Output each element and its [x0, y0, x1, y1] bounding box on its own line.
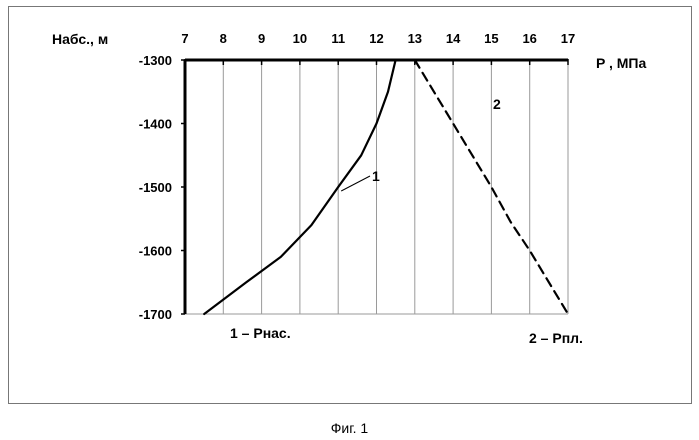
x-tick-label: 11	[331, 31, 345, 46]
x-tick-label: 15	[484, 31, 498, 46]
y-tick-label: -1300	[139, 53, 172, 68]
y-axis-title: Набс., м	[52, 31, 108, 47]
series-1-label: 1	[372, 168, 380, 184]
y-tick-label: -1500	[139, 180, 172, 195]
x-tick-label: 10	[293, 31, 307, 46]
x-tick-label: 9	[258, 31, 265, 46]
x-tick-label: 12	[369, 31, 383, 46]
x-axis-title: P , МПа	[596, 55, 646, 71]
x-tick-label: 16	[522, 31, 536, 46]
depth-pressure-chart: 7891011121314151617 -1300-1400-1500-1600…	[0, 0, 699, 410]
y-tick-label: -1400	[139, 117, 172, 132]
x-tick-labels: 7 8 9 10 11 12 13 14 15 16 17	[181, 31, 575, 46]
y-tick-label: -1600	[139, 244, 172, 259]
y-tick-label: -1700	[139, 307, 172, 322]
legend-series-2: 2 – Рпл.	[529, 330, 583, 346]
legend-series-1: 1 – Рнас.	[230, 325, 291, 341]
x-tick-label: 13	[408, 31, 422, 46]
series-2-label: 2	[493, 96, 501, 112]
x-tick-label: 14	[446, 31, 461, 46]
grid	[185, 60, 568, 314]
figure-caption: Фиг. 1	[0, 420, 699, 436]
x-tick-label: 17	[561, 31, 575, 46]
y-tick-labels: -1300 -1400 -1500 -1600 -1700	[139, 53, 172, 322]
x-tick-label: 8	[220, 31, 227, 46]
axes	[181, 59, 568, 314]
series	[204, 60, 568, 314]
x-tick-label: 7	[181, 31, 188, 46]
